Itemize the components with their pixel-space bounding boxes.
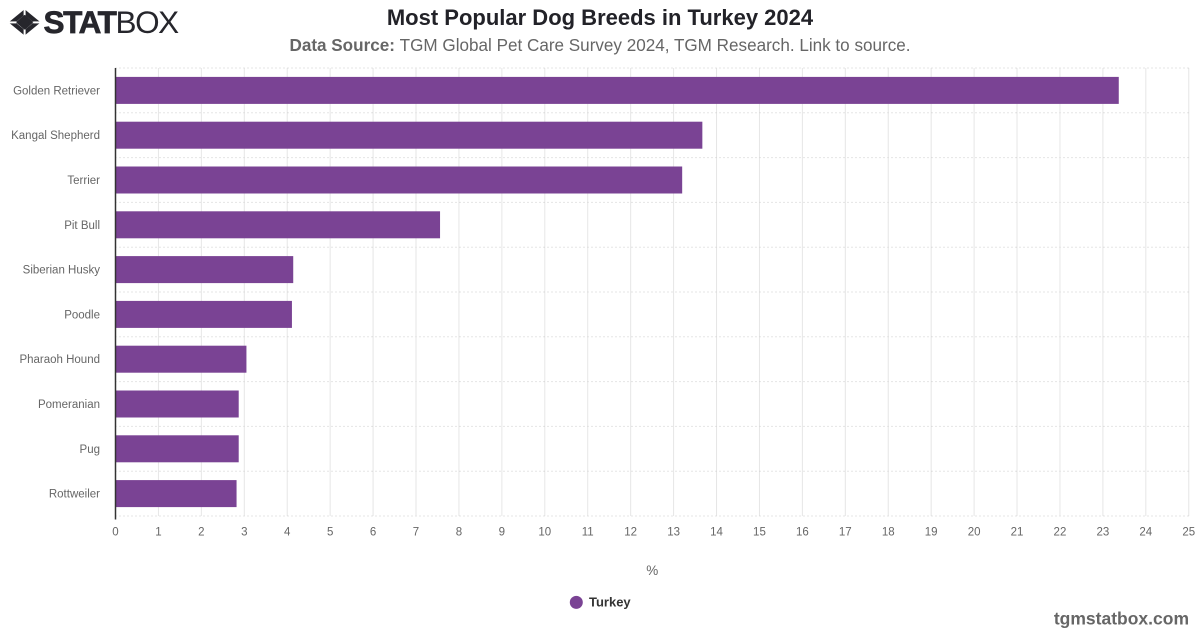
svg-text:16: 16 [796, 527, 809, 539]
svg-text:Golden Retriever: Golden Retriever [13, 85, 100, 97]
svg-text:4: 4 [284, 527, 291, 539]
svg-text:3: 3 [241, 527, 247, 539]
svg-text:Turkey: Turkey [589, 594, 631, 609]
svg-text:18: 18 [882, 527, 895, 539]
svg-text:9: 9 [499, 527, 505, 539]
svg-text:7: 7 [413, 527, 419, 539]
svg-text:Terrier: Terrier [67, 175, 100, 187]
svg-text:14: 14 [710, 527, 723, 539]
svg-text:0: 0 [112, 527, 118, 539]
svg-text:Pug: Pug [80, 444, 100, 456]
svg-text:Pit Bull: Pit Bull [64, 220, 100, 232]
svg-text:19: 19 [925, 527, 938, 539]
svg-text:24: 24 [1139, 527, 1152, 539]
svg-text:10: 10 [538, 527, 551, 539]
svg-text:5: 5 [327, 527, 333, 539]
svg-text:13: 13 [667, 527, 680, 539]
svg-text:17: 17 [839, 527, 852, 539]
svg-text:Siberian Husky: Siberian Husky [23, 265, 101, 277]
svg-text:STATBOX: STATBOX [44, 4, 180, 40]
svg-text:tgmstatbox.com: tgmstatbox.com [1054, 609, 1189, 629]
svg-text:Kangal Shepherd: Kangal Shepherd [11, 130, 100, 142]
svg-text:23: 23 [1096, 527, 1109, 539]
svg-text:Poodle: Poodle [64, 309, 100, 321]
svg-text:25: 25 [1182, 527, 1195, 539]
svg-text:Data Source: TGM Global Pet Ca: Data Source: TGM Global Pet Care Survey … [289, 36, 910, 55]
svg-text:1: 1 [155, 527, 161, 539]
svg-text:22: 22 [1054, 527, 1067, 539]
svg-text:6: 6 [370, 527, 376, 539]
svg-text:20: 20 [968, 527, 981, 539]
svg-text:Most Popular Dog Breeds in Tur: Most Popular Dog Breeds in Turkey 2024 [387, 5, 814, 30]
svg-text:Pomeranian: Pomeranian [38, 399, 100, 411]
svg-text:Rottweiler: Rottweiler [49, 489, 100, 501]
svg-text:8: 8 [456, 527, 462, 539]
svg-text:21: 21 [1011, 527, 1024, 539]
svg-text:15: 15 [753, 527, 766, 539]
svg-text:12: 12 [624, 527, 637, 539]
svg-text:11: 11 [582, 527, 594, 539]
svg-text:%: % [646, 563, 658, 578]
svg-text:Pharaoh Hound: Pharaoh Hound [19, 354, 100, 366]
svg-text:2: 2 [198, 527, 204, 539]
